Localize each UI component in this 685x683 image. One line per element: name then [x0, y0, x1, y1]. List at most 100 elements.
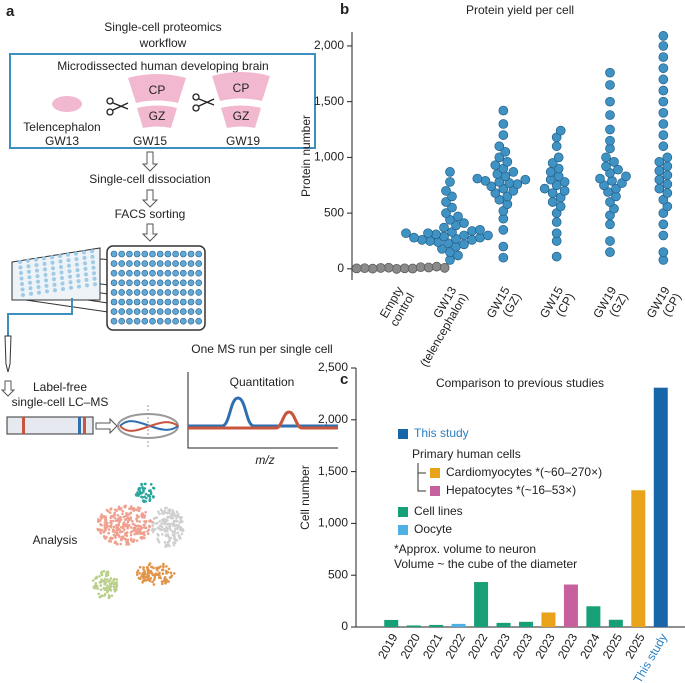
data-point: [559, 185, 570, 196]
cell-dot: [165, 565, 168, 568]
cell-dot: [124, 514, 128, 518]
well: [58, 259, 63, 264]
cell-dot: [166, 516, 169, 519]
cell-dot: [146, 578, 150, 582]
well: [156, 317, 164, 325]
well: [164, 317, 172, 325]
cell-dot: [113, 577, 116, 581]
well: [187, 260, 195, 267]
cell-dot: [110, 522, 113, 526]
well: [133, 260, 141, 267]
cell-dot: [176, 514, 180, 517]
cell-dot: [171, 530, 175, 534]
cell-dot: [126, 538, 130, 542]
y-tick-label: 2,000: [314, 38, 344, 52]
well: [118, 260, 125, 267]
cell-dot: [112, 529, 115, 533]
cell-dot: [127, 523, 131, 527]
cell-dot: [115, 529, 119, 532]
data-point: [459, 230, 469, 241]
lcms-label: single-cell LC–MS: [12, 395, 109, 409]
cell-dot: [175, 516, 178, 520]
cell-dot: [171, 516, 175, 520]
cell-dot: [162, 565, 165, 569]
legend-swatch: [398, 525, 408, 535]
data-point: [662, 161, 673, 172]
data-point: [490, 160, 501, 171]
cell-dot: [173, 527, 177, 530]
cp-shape: [128, 74, 186, 103]
well: [92, 271, 96, 276]
cell-dot: [173, 541, 177, 545]
cell-dot: [153, 573, 157, 577]
cell-dot: [129, 533, 133, 537]
well: [187, 250, 195, 258]
well: [164, 279, 172, 287]
data-point: [559, 177, 570, 187]
data-point: [595, 173, 605, 184]
cell-dot: [121, 509, 125, 513]
cell-dot: [129, 505, 133, 508]
data-point: [459, 218, 469, 229]
well: [77, 284, 81, 289]
data-point: [658, 96, 669, 107]
cell-dot: [168, 508, 172, 511]
well: [59, 270, 64, 275]
data-point: [391, 264, 402, 274]
data-point: [472, 173, 483, 184]
cell-dot: [117, 505, 121, 509]
data-point: [483, 230, 493, 241]
data-point: [611, 183, 621, 194]
well: [83, 261, 87, 266]
well: [172, 269, 179, 277]
cell-dot: [108, 579, 112, 582]
cell-dot: [178, 535, 181, 538]
well: [180, 279, 187, 287]
data-point: [441, 185, 451, 196]
cell-dot: [135, 571, 139, 574]
well: [53, 288, 57, 293]
cell-dot: [162, 579, 166, 583]
cell-dot: [173, 537, 177, 540]
cell-dot: [178, 521, 181, 524]
well: [82, 250, 86, 255]
cell-dot: [171, 533, 175, 537]
well: [43, 272, 48, 277]
data-point: [441, 208, 451, 218]
box-title: Microdissected human developing brain: [57, 59, 268, 73]
cell-dot: [140, 482, 143, 486]
y-tick-label: 2,000: [318, 412, 348, 426]
cell-dot: [109, 589, 113, 592]
y-tick-label: 500: [324, 205, 344, 219]
data-point: [399, 263, 410, 274]
well: [28, 280, 32, 285]
well: [180, 269, 187, 277]
diagram-title: workflow: [139, 36, 187, 50]
chart-title: Protein yield per cell: [466, 3, 574, 17]
diagram-title: Single-cell proteomics: [104, 20, 221, 34]
cell-dot: [140, 515, 144, 519]
cell-dot: [146, 572, 149, 576]
well: [75, 268, 80, 273]
cell-dot: [160, 568, 164, 572]
well: [172, 289, 179, 296]
well: [50, 260, 55, 265]
data-point: [662, 188, 673, 198]
data-point: [498, 241, 509, 252]
well: [180, 317, 187, 325]
well: [164, 260, 172, 267]
cell-dot: [162, 520, 165, 524]
data-point: [498, 224, 509, 235]
cell-dot: [125, 523, 129, 527]
data-point: [605, 67, 615, 78]
cell-dot: [163, 506, 167, 510]
data-point: [502, 191, 513, 202]
well: [156, 269, 164, 277]
data-point: [605, 135, 615, 146]
cell-dot: [122, 515, 126, 519]
cell-dot: [115, 509, 118, 513]
cell-dot: [179, 518, 183, 522]
data-point: [654, 183, 665, 194]
cell-dot: [120, 537, 124, 541]
well: [187, 317, 195, 325]
